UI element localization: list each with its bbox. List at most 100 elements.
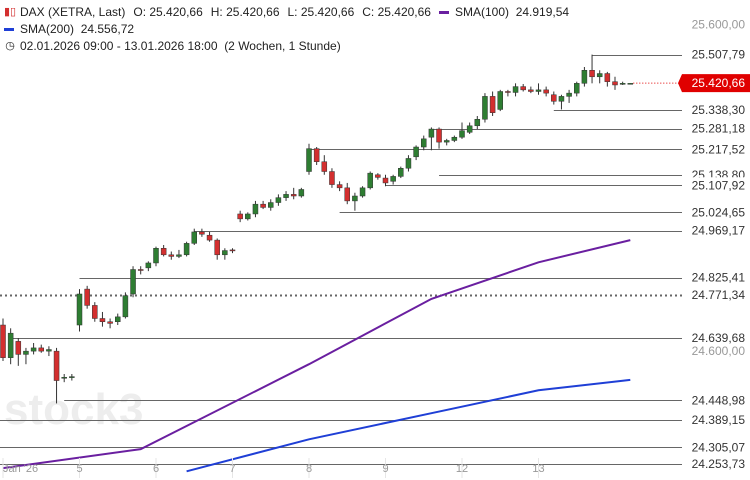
candle-body — [367, 172, 373, 189]
close-label: C: — [362, 5, 375, 19]
y-tick-label: 25.600,00 — [692, 18, 746, 32]
candle-body — [398, 167, 404, 177]
level-label-bg — [682, 392, 750, 409]
candle-body — [512, 86, 519, 93]
current-price-marker — [678, 74, 750, 93]
candle-body — [168, 254, 175, 257]
candle-body — [153, 248, 159, 264]
high-label: H: — [210, 5, 223, 19]
level-label: 24.448,98 — [692, 393, 746, 407]
level-label: 24.825,41 — [692, 271, 746, 285]
level-label-bg — [682, 439, 750, 456]
candle-body — [535, 89, 542, 92]
sma100-swatch — [438, 11, 449, 14]
candle-body — [359, 187, 366, 197]
candle-body — [466, 125, 473, 133]
candle-body — [23, 350, 29, 355]
candle-body — [283, 194, 289, 198]
level-label: 24.969,17 — [692, 224, 746, 238]
x-tick-label: 5 — [76, 463, 82, 475]
candle-body — [61, 377, 67, 379]
sma-lines — [2, 239, 631, 473]
candle-body — [566, 92, 572, 97]
level-label: 24.771,34 — [692, 288, 746, 302]
candle-body — [30, 347, 37, 352]
candle-body — [252, 203, 259, 215]
candle-body — [260, 203, 266, 208]
candle-body — [543, 89, 549, 94]
level-label-bg — [682, 102, 750, 119]
candle-body — [53, 350, 60, 381]
candle-body — [99, 318, 106, 323]
candle-body — [290, 194, 297, 197]
candle-body — [130, 269, 136, 295]
open-label: O: — [133, 5, 147, 19]
legend-row-sma200: SMA(200) 24.556,72 — [4, 21, 569, 38]
sma200-line — [186, 378, 631, 473]
level-label-bg — [682, 141, 750, 158]
candle-body — [237, 213, 243, 220]
instrument-name: DAX (XETRA, Last) — [20, 5, 126, 19]
level-label: 25.217,52 — [692, 142, 746, 156]
low-label: L: — [287, 5, 298, 19]
legend-row-instrument: ▮▯ DAX (XETRA, Last) O: 25.420,66 H: 25.… — [4, 4, 569, 21]
x-tick-label: 8 — [306, 463, 312, 475]
level-label-bg — [682, 177, 750, 194]
candle-body — [574, 83, 580, 94]
level-label-bg — [682, 120, 750, 137]
candle-body — [589, 70, 595, 78]
level-label: 24.305,07 — [692, 440, 746, 454]
candle-body — [229, 249, 236, 252]
candle-body — [581, 70, 588, 84]
x-tick-label: 13 — [532, 463, 544, 475]
candle-body — [352, 195, 358, 202]
candle-body — [107, 321, 113, 324]
candle-body — [275, 197, 282, 203]
candle-body — [38, 347, 44, 352]
level-label-bg — [682, 412, 750, 429]
candle-body — [329, 171, 335, 185]
candle-body — [122, 295, 129, 318]
x-tick-label: 12 — [456, 463, 468, 475]
candle-body — [459, 130, 465, 138]
candle-body — [428, 128, 435, 138]
current-price-label: 25.420,66 — [692, 76, 746, 90]
candle-body — [596, 73, 603, 78]
candle-body — [382, 177, 389, 184]
period-range: 02.01.2026 09:00 - 13.01.2026 18:00 — [20, 39, 218, 53]
candle-body — [115, 316, 121, 323]
candlestick-icon: ▮▯ — [4, 6, 17, 18]
candles — [0, 54, 634, 404]
candle-body — [160, 248, 167, 256]
sma100-value: 24.919,54 — [515, 5, 570, 19]
level-label: 25.338,30 — [692, 103, 746, 117]
candle-body — [443, 140, 450, 143]
chart-legend: ▮▯ DAX (XETRA, Last) O: 25.420,66 H: 25.… — [4, 4, 569, 55]
candle-body — [46, 349, 52, 352]
candle-body — [436, 128, 442, 143]
candle-body — [375, 174, 381, 178]
candle-body — [497, 91, 503, 110]
candle-body — [520, 86, 526, 91]
candle-body — [137, 269, 144, 271]
candle-body — [627, 83, 634, 85]
candle-body — [551, 94, 557, 102]
candle-body — [298, 189, 305, 197]
x-tick-label: 6 — [153, 463, 159, 475]
open-value: 25.420,66 — [149, 5, 203, 19]
level-label: 25.107,92 — [692, 178, 746, 192]
candle-body — [413, 146, 419, 158]
candle-body — [558, 96, 565, 102]
x-tick-label: 9 — [382, 463, 388, 475]
candle-body — [482, 96, 488, 120]
candle-body — [145, 262, 152, 269]
y-tick-label: 24.600,00 — [692, 344, 746, 358]
level-label: 25.024,65 — [692, 205, 746, 219]
x-tick-label: Jan '26 — [3, 463, 38, 475]
sma100-label: SMA(100) — [454, 5, 510, 19]
price-axis: 25.600,00 24.600,00 25.507,79 25.338,30 25.2… — [633, 18, 750, 473]
candle-body — [451, 136, 458, 141]
candle-body — [245, 213, 251, 220]
candle-body — [7, 332, 14, 358]
